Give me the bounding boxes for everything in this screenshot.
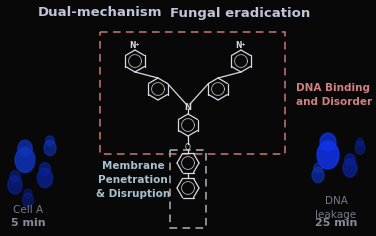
Bar (170, 150, 206, 228)
Bar (100, 32, 285, 154)
Text: 5 min: 5 min (11, 218, 45, 228)
Text: N: N (185, 102, 191, 111)
Ellipse shape (312, 167, 324, 183)
Ellipse shape (320, 133, 336, 151)
Text: +: + (241, 42, 245, 46)
Text: Fungal eradication: Fungal eradication (170, 7, 310, 20)
Ellipse shape (18, 140, 32, 156)
Ellipse shape (15, 148, 35, 173)
Text: 25 min: 25 min (315, 218, 357, 228)
Ellipse shape (39, 163, 51, 175)
Ellipse shape (356, 138, 364, 146)
Ellipse shape (10, 171, 20, 182)
Ellipse shape (343, 159, 357, 177)
Text: Membrane
Penetration
& Disruption: Membrane Penetration & Disruption (96, 161, 170, 199)
Ellipse shape (24, 189, 32, 198)
Ellipse shape (23, 193, 33, 207)
Ellipse shape (8, 176, 22, 194)
Text: Dual-mechanism: Dual-mechanism (38, 7, 162, 20)
Ellipse shape (317, 141, 339, 169)
Text: DNA
leakage: DNA leakage (315, 196, 356, 220)
Text: +: + (135, 42, 139, 46)
Ellipse shape (44, 140, 56, 156)
Text: N: N (129, 42, 135, 51)
Ellipse shape (314, 163, 322, 173)
Ellipse shape (45, 136, 55, 146)
Ellipse shape (37, 168, 53, 188)
Text: O: O (185, 143, 191, 152)
Ellipse shape (345, 154, 355, 165)
Ellipse shape (355, 142, 365, 154)
Text: DNA Binding
and Disorder: DNA Binding and Disorder (296, 83, 372, 107)
Text: Cell A: Cell A (13, 205, 43, 215)
Text: N: N (235, 42, 241, 51)
